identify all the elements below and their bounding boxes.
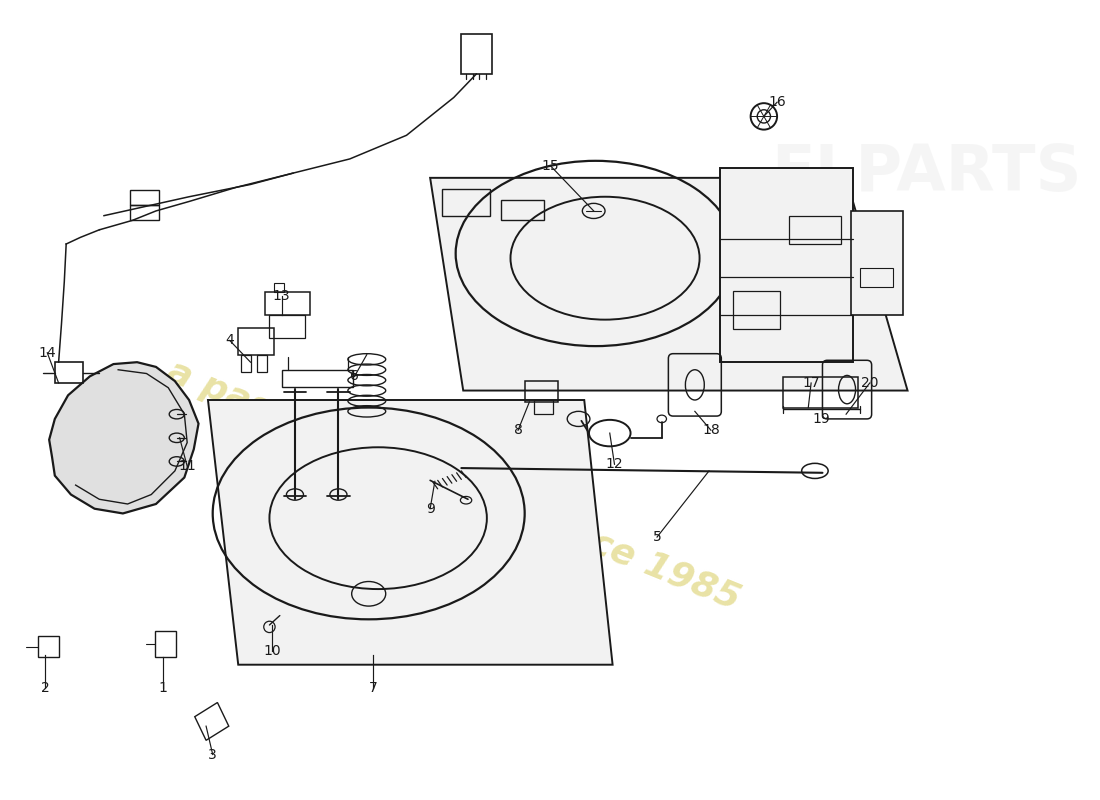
Text: 10: 10 [264,643,282,658]
Polygon shape [50,362,198,514]
Bar [239,328,274,354]
Bar [442,189,490,216]
Polygon shape [208,400,613,665]
Bar [257,354,266,372]
Bar [270,315,306,338]
Bar [55,362,84,383]
Text: 19: 19 [813,412,830,426]
Text: 1: 1 [158,682,167,695]
Bar [274,282,284,292]
Text: 12: 12 [606,458,624,471]
Text: 16: 16 [768,95,786,110]
Text: 6: 6 [350,370,359,383]
Text: 17: 17 [802,376,820,390]
Bar [720,168,852,362]
Text: 9: 9 [426,502,434,516]
Bar [733,291,780,329]
Text: a passion for parts since 1985: a passion for parts since 1985 [162,354,746,616]
Bar [155,630,176,657]
Text: 14: 14 [39,346,56,360]
Bar [535,400,553,414]
Bar [860,268,893,286]
Ellipse shape [270,447,487,589]
Text: 13: 13 [273,289,290,303]
Polygon shape [430,178,908,390]
Ellipse shape [510,197,700,320]
Bar [37,636,58,657]
Bar [790,216,842,244]
Text: 5: 5 [652,530,661,544]
Bar [265,292,310,315]
Bar [131,206,158,220]
Text: 4: 4 [226,334,234,347]
Text: 15: 15 [541,158,559,173]
Bar [461,34,492,74]
Text: 3: 3 [208,747,217,762]
Text: 7: 7 [368,682,377,695]
Bar [525,381,558,402]
Bar [241,354,251,372]
Bar [500,199,543,220]
Text: 2: 2 [41,682,50,695]
Bar [131,190,158,206]
Text: ELPARTS: ELPARTS [771,142,1081,204]
Text: 8: 8 [514,423,522,438]
Text: 18: 18 [702,423,719,438]
Text: 11: 11 [178,459,196,473]
Bar [850,211,903,315]
Bar [282,370,353,386]
Text: 20: 20 [861,376,879,390]
Bar [783,378,858,407]
